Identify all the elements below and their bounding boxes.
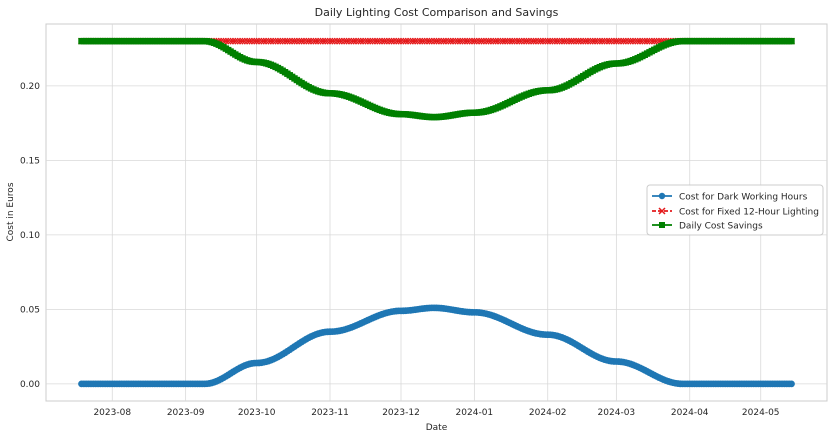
legend: Cost for Dark Working Hours Cost for Fix… bbox=[646, 184, 824, 236]
x-tick-label: 2023-12 bbox=[382, 408, 420, 418]
legend-label-fixed-lighting: Cost for Fixed 12-Hour Lighting bbox=[679, 208, 819, 218]
y-tick-label: 0.05 bbox=[20, 305, 40, 315]
data-point bbox=[788, 37, 795, 45]
x-tick-label: 2023-08 bbox=[93, 408, 131, 418]
legend-label-dark-hours: Cost for Dark Working Hours bbox=[679, 193, 808, 203]
chart-title: Daily Lighting Cost Comparison and Savin… bbox=[315, 6, 559, 19]
series-cost-for-dark-working-hours bbox=[78, 304, 795, 388]
data-point bbox=[788, 380, 795, 388]
x-axis-label: Date bbox=[426, 423, 448, 433]
legend-marker-savings bbox=[659, 222, 665, 228]
series-layer bbox=[78, 37, 795, 388]
x-tick-label: 2024-01 bbox=[456, 408, 494, 418]
legend-box bbox=[646, 184, 824, 236]
y-tick-label: 0.15 bbox=[20, 156, 40, 166]
x-tick-label: 2024-04 bbox=[671, 408, 709, 418]
x-tick-label: 2024-03 bbox=[598, 408, 636, 418]
x-tick-label: 2023-11 bbox=[311, 408, 349, 418]
y-tick-label: 0.20 bbox=[20, 82, 40, 92]
x-tick-labels: 2023-08 2023-09 2023-10 2023-11 2023-12 2024-… bbox=[93, 408, 779, 418]
x-tick-label: 2024-05 bbox=[742, 408, 780, 418]
legend-marker-dark-hours bbox=[658, 192, 666, 200]
x-tick-label: 2023-10 bbox=[238, 408, 276, 418]
y-tick-labels: 0.00 0.05 0.10 0.15 0.20 bbox=[20, 82, 40, 390]
x-tick-label: 2024-02 bbox=[529, 408, 567, 418]
x-tick-label: 2023-09 bbox=[167, 408, 205, 418]
series-daily-cost-savings bbox=[78, 37, 795, 121]
y-tick-label: 0.00 bbox=[20, 380, 40, 390]
y-tick-label: 0.10 bbox=[20, 231, 40, 241]
y-axis-label: Cost in Euros bbox=[6, 182, 16, 241]
legend-marker-fixed-lighting bbox=[658, 207, 666, 215]
legend-label-savings: Daily Cost Savings bbox=[679, 222, 763, 232]
